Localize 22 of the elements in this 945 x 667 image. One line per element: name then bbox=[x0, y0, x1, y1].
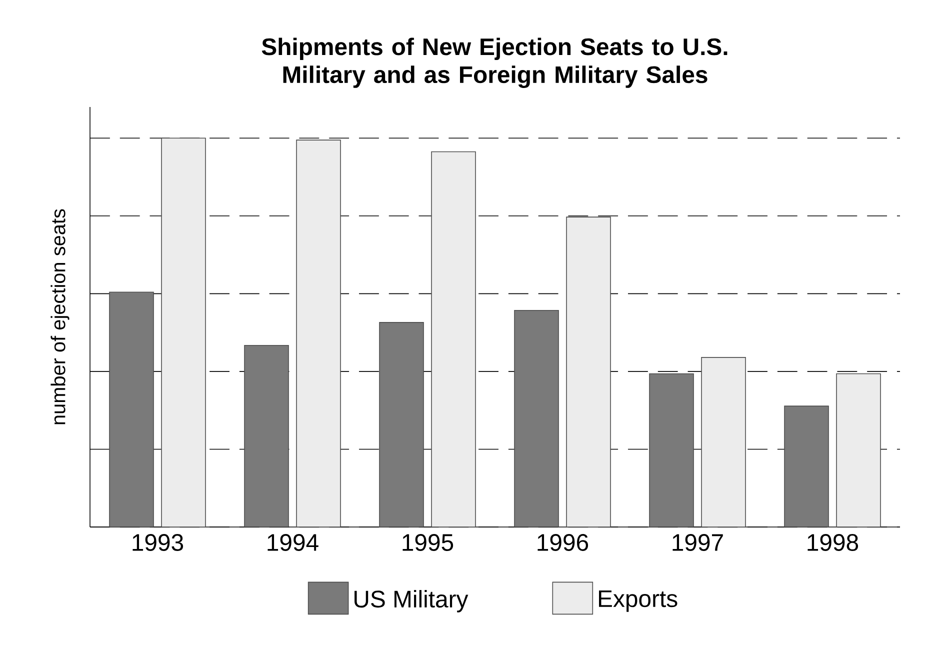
bar bbox=[244, 344, 289, 527]
bar bbox=[514, 310, 559, 527]
bar bbox=[161, 138, 206, 527]
x-tick-label: 1997 bbox=[672, 534, 723, 551]
x-tick-label: 1995 bbox=[402, 534, 454, 551]
bar bbox=[296, 140, 341, 527]
bar bbox=[431, 151, 476, 527]
bar bbox=[836, 373, 881, 527]
bar bbox=[566, 216, 611, 527]
bar bbox=[701, 357, 746, 527]
bar bbox=[649, 373, 694, 527]
bar bbox=[109, 292, 154, 527]
legend-label: Exports bbox=[599, 590, 678, 612]
x-tick-label: 1996 bbox=[538, 534, 588, 551]
chart-title: Shipments of New Ejection Seats to U.S. Military and as Foreign Military Sales bbox=[262, 38, 728, 88]
bar bbox=[379, 322, 424, 527]
x-tick-label: 1998 bbox=[808, 534, 858, 551]
y-axis-title: number of ejection seats bbox=[50, 209, 70, 424]
x-tick-label: 1993 bbox=[132, 534, 184, 551]
x-tick-label: 1994 bbox=[268, 534, 318, 551]
bar bbox=[784, 406, 829, 527]
legend-label: US Military bbox=[354, 590, 468, 612]
